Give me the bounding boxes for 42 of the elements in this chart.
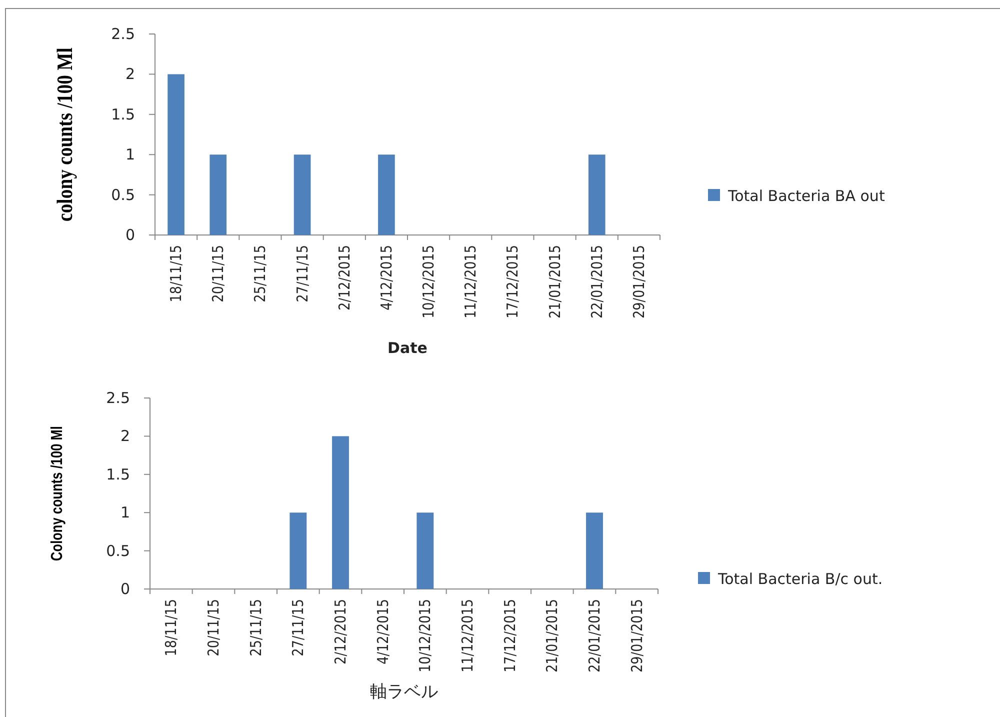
y-axis-title: colony counts /100 Ml — [54, 47, 78, 222]
y-tick-label: 2 — [120, 427, 130, 446]
x-tick-label: 29/01/2015 — [628, 599, 646, 672]
y-tick-label: 1.5 — [106, 465, 130, 484]
legend-label: Total Bacteria BA out — [727, 187, 885, 205]
x-axis-title: Date — [388, 339, 428, 357]
x-tick-label: 29/01/2015 — [631, 245, 648, 318]
x-tick-label: 17/12/2015 — [502, 599, 520, 672]
y-tick-label: 0 — [120, 580, 130, 598]
y-tick-label: 1 — [120, 504, 130, 522]
x-tick-label: 20/11/15 — [206, 599, 223, 656]
x-tick-label: 17/12/2015 — [504, 245, 522, 318]
y-tick-label: 2.5 — [106, 389, 130, 407]
x-tick-label: 22/01/2015 — [586, 599, 604, 672]
x-tick-label: 25/11/15 — [252, 245, 270, 302]
x-tick-label: 18/11/15 — [168, 245, 186, 302]
x-tick-label: 10/12/2015 — [420, 245, 438, 318]
y-tick-label: 1.5 — [111, 105, 135, 124]
x-tick-label: 2/12/2015 — [336, 245, 354, 310]
y-axis-title: Colony counts /100 Ml — [48, 426, 66, 561]
x-tick-label: 18/11/15 — [163, 599, 180, 656]
x-tick-label: 27/11/15 — [294, 245, 312, 302]
x-tick-label: 27/11/15 — [290, 599, 308, 656]
x-tick-label: 4/12/2015 — [378, 245, 396, 310]
y-tick-label: 2 — [125, 65, 135, 84]
x-tick-label: 25/11/15 — [248, 599, 266, 656]
y-tick-label: 1 — [125, 146, 135, 164]
x-tick-label: 21/01/2015 — [544, 599, 562, 672]
x-tick-label: 21/01/2015 — [546, 245, 564, 318]
y-tick-label: 0 — [125, 226, 135, 244]
x-tick-label: 20/11/15 — [210, 245, 228, 302]
x-tick-label: 11/12/2015 — [462, 245, 480, 318]
y-tick-label: 0.5 — [111, 186, 135, 204]
x-axis-title: 軸ラベル — [370, 682, 438, 702]
y-tick-label: 0.5 — [106, 542, 130, 560]
x-tick-label: 2/12/2015 — [332, 599, 350, 664]
x-tick-label: 22/01/2015 — [588, 245, 606, 318]
legend-label: Total Bacteria B/c out. — [717, 570, 883, 588]
y-tick-label: 2.5 — [111, 25, 135, 43]
x-tick-label: 10/12/2015 — [417, 599, 434, 672]
x-tick-label: 4/12/2015 — [374, 599, 392, 664]
x-tick-label: 11/12/2015 — [460, 599, 477, 672]
